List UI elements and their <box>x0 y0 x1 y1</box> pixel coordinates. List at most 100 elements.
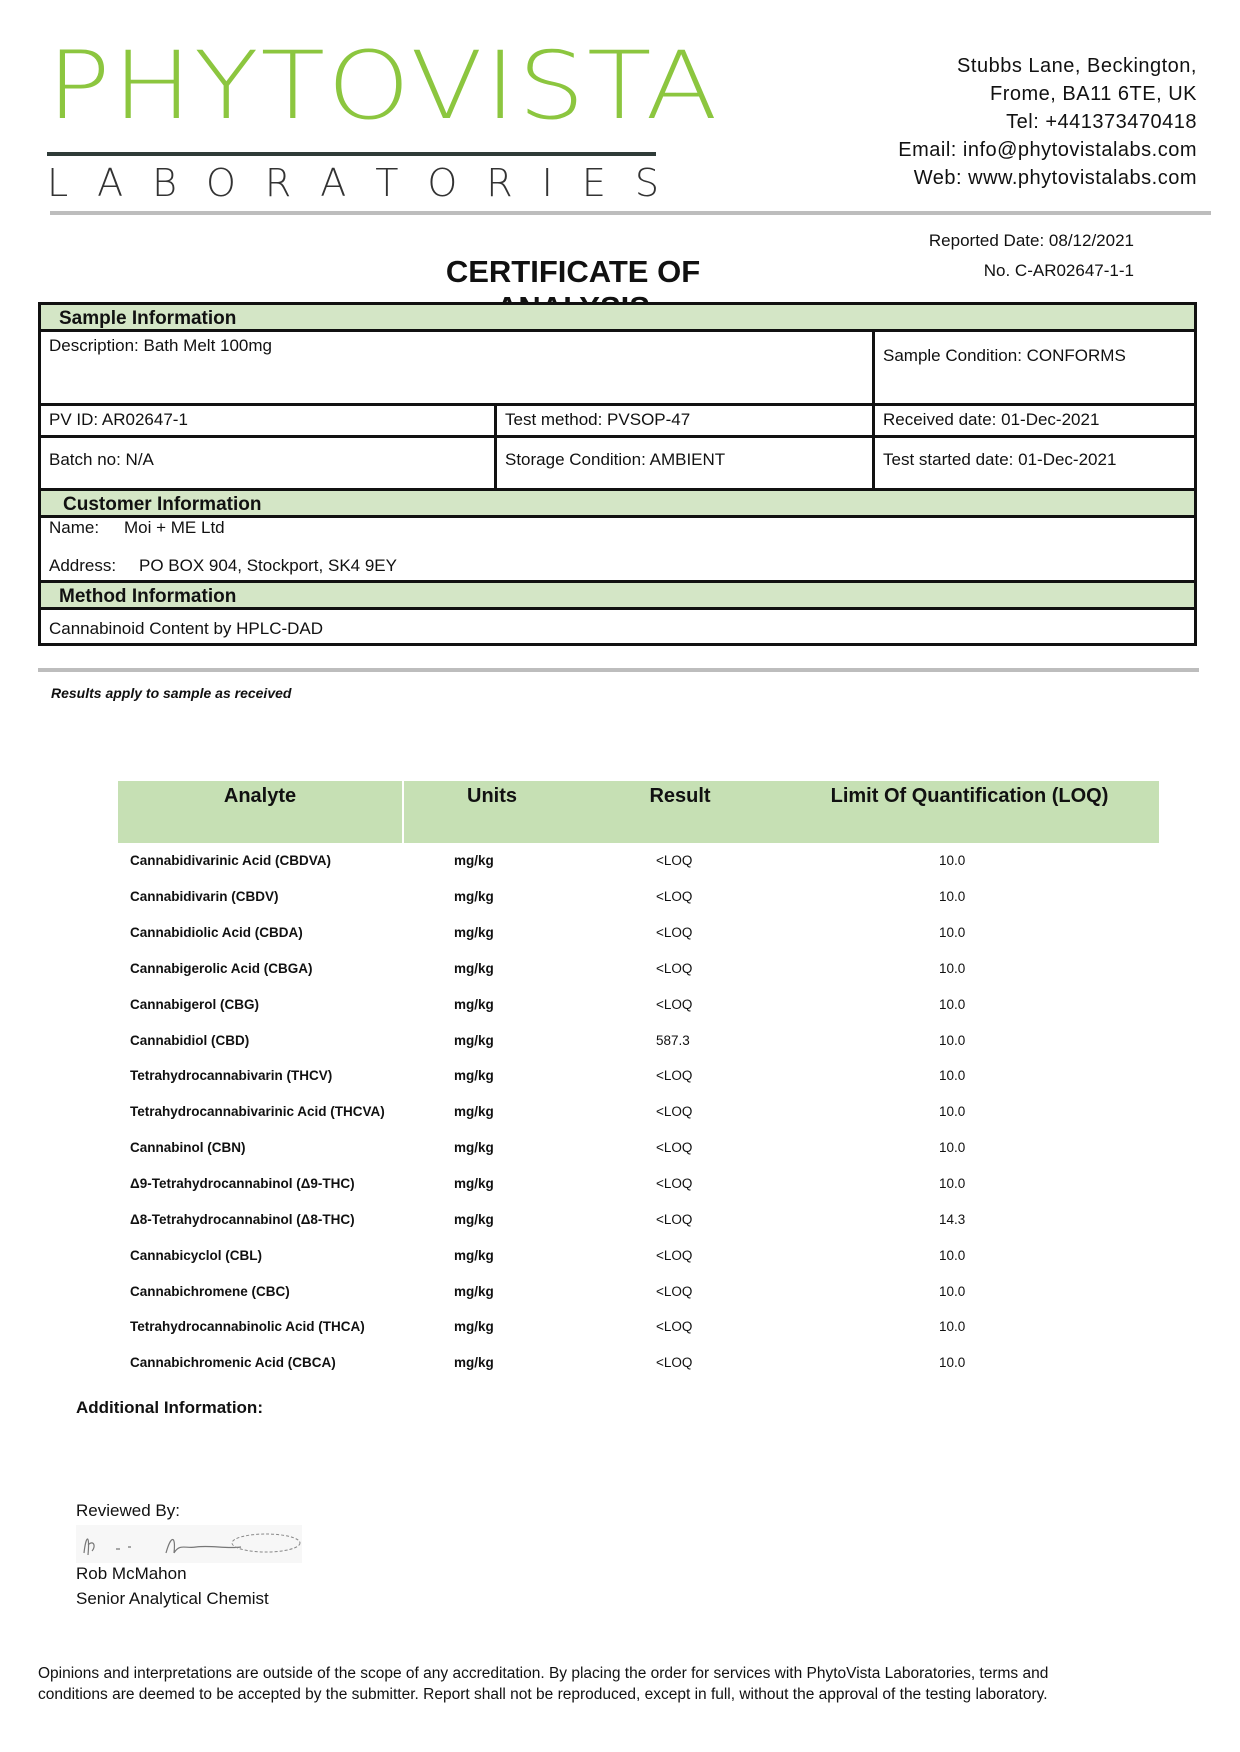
customer-name-label: Name: <box>49 518 100 537</box>
method-text: Cannabinoid Content by HPLC-DAD <box>49 619 324 638</box>
table-row: Tetrahydrocannabinolic Acid (THCA) mg/kg <… <box>118 1309 1159 1345</box>
loq-cell: 10.0 <box>939 889 966 905</box>
result-cell: <LOQ <box>656 1319 693 1335</box>
analyte-cell: Cannabidiolic Acid (CBDA) <box>130 925 303 941</box>
phone: Tel: +441373470418 <box>1006 111 1197 133</box>
units-cell: mg/kg <box>454 1176 494 1192</box>
units-cell: mg/kg <box>454 1247 494 1263</box>
units-cell: mg/kg <box>454 1032 494 1048</box>
analyte-cell: Tetrahydrocannabivarin (THCV) <box>130 1068 333 1084</box>
loq-cell: 10.0 <box>939 1068 966 1084</box>
result-cell: <LOQ <box>656 1104 693 1120</box>
loq-cell: 10.0 <box>939 853 966 869</box>
logo-letter: R <box>264 161 292 205</box>
header-loq: Limit Of Quantification (LOQ) <box>830 785 1109 807</box>
result-cell: <LOQ <box>656 1211 693 1227</box>
signature-image <box>76 1525 302 1563</box>
lab-address: Stubbs Lane, Beckington, Frome, BA11 6TE… <box>898 52 1197 192</box>
result-cell: <LOQ <box>656 996 693 1012</box>
logo-letter: S <box>634 161 659 205</box>
report-meta: Reported Date: 08/12/2021 No. C-AR02647-… <box>929 226 1134 286</box>
loq-cell: 10.0 <box>939 1319 966 1335</box>
result-cell: <LOQ <box>656 1140 693 1156</box>
result-cell: <LOQ <box>656 1283 693 1299</box>
table-row: Cannabidivarinic Acid (CBDVA) mg/kg <LOQ 10… <box>118 843 1159 879</box>
report-number: No. C-AR02647-1-1 <box>983 261 1134 280</box>
additional-info-label: Additional Information: <box>76 1398 263 1417</box>
logo-letter: L <box>47 161 69 205</box>
table-row: Cannabicyclol (CBL) mg/kg <LOQ 10.0 <box>118 1237 1159 1273</box>
units-cell: mg/kg <box>454 1068 494 1084</box>
units-cell: mg/kg <box>454 1211 494 1227</box>
sample-info-heading: Sample Information <box>41 305 1194 332</box>
analyte-cell: Δ8-Tetrahydrocannabinol (Δ8-THC) <box>130 1211 355 1227</box>
analyte-cell: Tetrahydrocannabivarinic Acid (THCVA) <box>130 1104 385 1120</box>
table-row: Cannabichromenic Acid (CBCA) mg/kg <LOQ 10.… <box>118 1345 1159 1381</box>
analyte-cell: Cannabichromene (CBC) <box>130 1283 290 1299</box>
result-cell: <LOQ <box>656 1355 693 1371</box>
header-units: Units <box>467 785 517 807</box>
customer-details: Name: Moi + ME Ltd Address: PO BOX 904, … <box>41 518 1194 583</box>
table-row: Cannabinol (CBN) mg/kg <LOQ 10.0 <box>118 1130 1159 1166</box>
address-line: Frome, BA11 6TE, UK <box>990 83 1197 105</box>
reviewer-name: Rob McMahon <box>76 1564 187 1583</box>
result-cell: <LOQ <box>656 889 693 905</box>
table-row: Δ8-Tetrahydrocannabinol (Δ8-THC) mg/kg <LO… <box>118 1201 1159 1237</box>
loq-cell: 10.0 <box>939 1032 966 1048</box>
header-analyte: Analyte <box>118 781 404 843</box>
results-body: Cannabidivarinic Acid (CBDVA) mg/kg <LOQ 10… <box>118 843 1159 1381</box>
analyte-cell: Cannabidivarinic Acid (CBDVA) <box>130 853 332 869</box>
units-cell: mg/kg <box>454 1355 494 1371</box>
results-table: Analyte Units Result Limit Of Quantifica… <box>118 781 1159 1381</box>
loq-cell: 10.0 <box>939 1104 966 1120</box>
result-cell: <LOQ <box>656 1068 693 1084</box>
result-cell: <LOQ <box>656 1247 693 1263</box>
sample-id-row: PV ID: AR02647-1 Test method: PVSOP-47 R… <box>41 406 1194 438</box>
table-row: Cannabidivarin (CBDV) mg/kg <LOQ 10.0 <box>118 879 1159 915</box>
loq-cell: 10.0 <box>939 925 966 941</box>
result-cell: <LOQ <box>656 853 693 869</box>
loq-cell: 10.0 <box>939 1247 966 1263</box>
sample-description-row: Description: Bath Melt 100mg Sample Cond… <box>41 332 1194 406</box>
units-cell: mg/kg <box>454 853 494 869</box>
sample-batch-row: Batch no: N/A Storage Condition: AMBIENT… <box>41 438 1194 491</box>
loq-cell: 10.0 <box>939 1176 966 1192</box>
sample-condition: Sample Condition: CONFORMS <box>872 332 1194 403</box>
loq-cell: 10.0 <box>939 960 966 976</box>
units-cell: mg/kg <box>454 1319 494 1335</box>
customer-info-heading: Customer Information <box>41 491 1194 518</box>
address-line: Stubbs Lane, Beckington, <box>957 55 1197 77</box>
result-cell: <LOQ <box>656 960 693 976</box>
pv-id: PV ID: AR02647-1 <box>49 410 188 429</box>
loq-cell: 10.0 <box>939 1283 966 1299</box>
logo-letter: A <box>320 161 347 205</box>
units-cell: mg/kg <box>454 996 494 1012</box>
units-cell: mg/kg <box>454 1140 494 1156</box>
logo-letter: A <box>97 161 124 205</box>
footer-disclaimer: Opinions and interpretations are outside… <box>38 1665 1049 1703</box>
result-cell: <LOQ <box>656 925 693 941</box>
results-header: Analyte Units Result Limit Of Quantifica… <box>118 781 1159 843</box>
analyte-cell: Cannabigerolic Acid (CBGA) <box>130 960 313 976</box>
logo-wordmark: PHYTOVISTA <box>47 32 720 141</box>
website: Web: www.phytovistalabs.com <box>913 167 1197 189</box>
sample-description: Description: Bath Melt 100mg <box>49 336 272 355</box>
logo-letter: T <box>375 161 399 205</box>
table-row: Cannabidiolic Acid (CBDA) mg/kg <LOQ 10.0 <box>118 915 1159 951</box>
analyte-cell: Cannabidivarin (CBDV) <box>130 889 279 905</box>
units-cell: mg/kg <box>454 1283 494 1299</box>
method-info-heading: Method Information <box>41 583 1194 610</box>
results-note: Results apply to sample as received <box>51 685 292 701</box>
analyte-cell: Cannabichromenic Acid (CBCA) <box>130 1355 336 1371</box>
units-cell: mg/kg <box>454 1104 494 1120</box>
table-row: Δ9-Tetrahydrocannabinol (Δ9-THC) mg/kg <LO… <box>118 1166 1159 1202</box>
section-divider <box>38 668 1199 672</box>
customer-address: PO BOX 904, Stockport, SK4 9EY <box>139 556 397 575</box>
test-started-date: Test started date: 01-Dec-2021 <box>872 438 1194 488</box>
logo-letter: O <box>205 161 236 205</box>
reviewer-role: Senior Analytical Chemist <box>76 1589 269 1608</box>
units-cell: mg/kg <box>454 960 494 976</box>
table-row: Cannabichromene (CBC) mg/kg <LOQ 10.0 <box>118 1273 1159 1309</box>
analyte-cell: Tetrahydrocannabinolic Acid (THCA) <box>130 1319 365 1335</box>
